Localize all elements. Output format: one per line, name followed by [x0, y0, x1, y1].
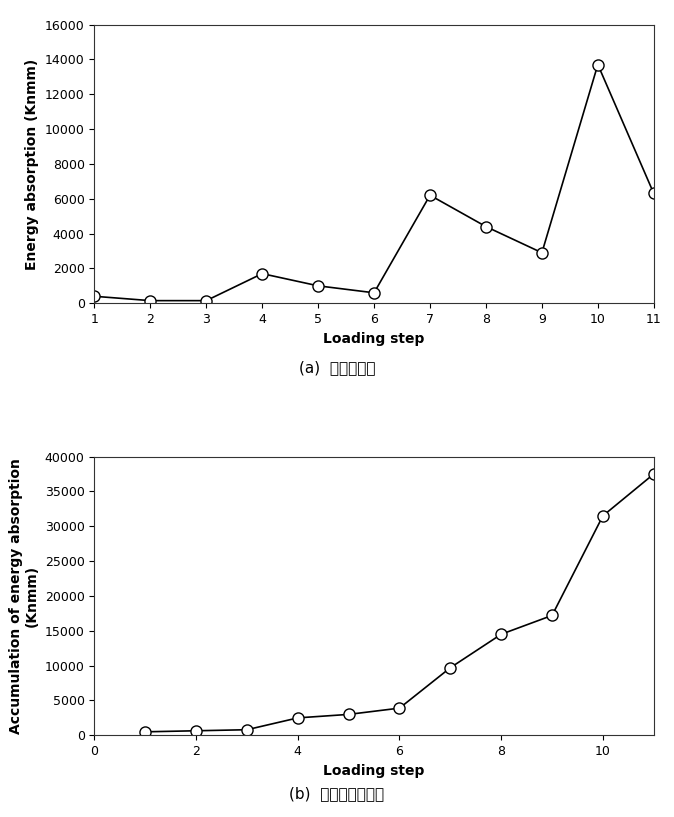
- Y-axis label: Accumulation of energy absorption
(Knmm): Accumulation of energy absorption (Knmm): [9, 458, 39, 734]
- X-axis label: Loading step: Loading step: [324, 764, 425, 778]
- Text: (b)  누적흡수에너지: (b) 누적흡수에너지: [289, 786, 385, 801]
- Y-axis label: Energy absorption (Knmm): Energy absorption (Knmm): [25, 58, 39, 270]
- X-axis label: Loading step: Loading step: [324, 332, 425, 346]
- Text: (a)  흡수에너지: (a) 흡수에너지: [299, 360, 375, 376]
